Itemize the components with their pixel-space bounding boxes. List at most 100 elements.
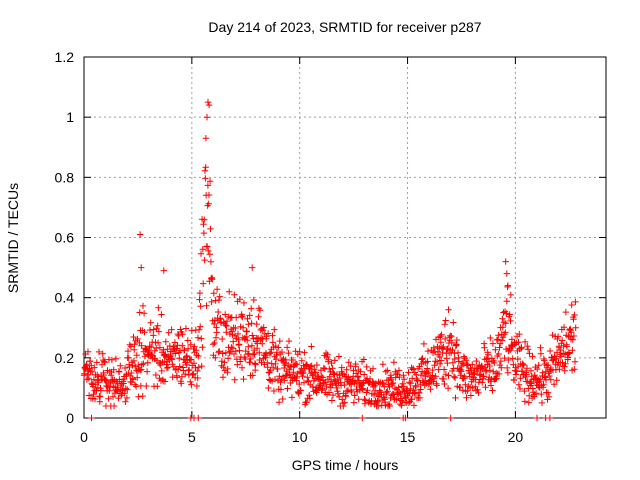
- data-point: [331, 357, 338, 364]
- data-point: [448, 339, 455, 347]
- y-tick-label: 0.8: [55, 169, 75, 185]
- data-point: [165, 329, 172, 336]
- data-point: [130, 357, 138, 365]
- data-point: [313, 361, 321, 369]
- data-point: [271, 376, 279, 383]
- data-point: [514, 355, 521, 363]
- data-point: [528, 380, 535, 387]
- data-point: [97, 387, 105, 394]
- data-point: [416, 394, 424, 402]
- data-point: [504, 282, 512, 289]
- data-point: [453, 336, 461, 344]
- data-point: [137, 382, 144, 390]
- data-point: [537, 350, 545, 357]
- data-point: [325, 389, 333, 396]
- data-point: [474, 386, 481, 393]
- data-point: [251, 360, 259, 367]
- data-point: [158, 367, 165, 375]
- data-point: [327, 368, 334, 376]
- data-point: [290, 369, 297, 376]
- data-point: [298, 357, 305, 364]
- data-point: [215, 296, 223, 304]
- data-point: [369, 378, 376, 385]
- data-point: [380, 380, 387, 387]
- data-point: [275, 344, 282, 351]
- data-point: [359, 386, 366, 393]
- data-point: [497, 357, 505, 365]
- data-point: [556, 366, 563, 373]
- data-point: [138, 264, 145, 271]
- data-point: [281, 377, 288, 384]
- data-point: [204, 98, 212, 106]
- data-point: [537, 376, 544, 383]
- y-tick-label: 1: [66, 109, 74, 125]
- data-point: [277, 386, 285, 393]
- data-point: [231, 291, 238, 298]
- data-point: [405, 369, 412, 376]
- data-point: [231, 376, 238, 383]
- data-point: [427, 386, 434, 393]
- data-point: [216, 293, 223, 300]
- data-point: [199, 246, 206, 253]
- data-point: [516, 330, 523, 338]
- data-point: [351, 392, 358, 399]
- data-point: [542, 368, 549, 375]
- data-point: [545, 361, 552, 369]
- data-point: [88, 414, 95, 422]
- data-point: [236, 347, 243, 354]
- data-point: [221, 359, 228, 366]
- data-point: [122, 398, 129, 405]
- data-point: [166, 342, 173, 350]
- data-point: [202, 175, 209, 182]
- data-point: [295, 390, 303, 397]
- data-point: [141, 329, 148, 336]
- data-point: [123, 394, 131, 402]
- data-point: [122, 385, 129, 392]
- data-point: [240, 299, 248, 307]
- data-point: [136, 367, 144, 374]
- data-point: [352, 360, 359, 368]
- data-point: [571, 358, 579, 365]
- data-point: [140, 310, 148, 317]
- data-point: [249, 351, 257, 358]
- data-point: [487, 334, 494, 342]
- data-point: [505, 356, 512, 364]
- data-point: [241, 354, 248, 361]
- data-point: [195, 326, 203, 333]
- data-point: [455, 358, 462, 365]
- data-point: [239, 313, 246, 321]
- data-point: [387, 374, 394, 382]
- data-point: [128, 369, 135, 377]
- data-point: [449, 346, 456, 354]
- data-point: [265, 384, 272, 392]
- data-point: [511, 341, 519, 348]
- data-point: [206, 251, 213, 258]
- data-point: [256, 307, 264, 314]
- data-point: [108, 356, 116, 364]
- data-point: [479, 379, 486, 386]
- data-point: [105, 395, 112, 402]
- data-point: [499, 324, 506, 331]
- data-point: [557, 346, 564, 354]
- data-point: [357, 368, 364, 375]
- data-point: [345, 359, 352, 366]
- data-point: [562, 360, 569, 367]
- data-point: [355, 396, 362, 403]
- data-point: [507, 317, 514, 325]
- data-point: [210, 290, 217, 297]
- data-point: [409, 375, 416, 382]
- data-point: [526, 350, 533, 357]
- data-point: [395, 384, 402, 391]
- data-point: [106, 387, 113, 394]
- data-point: [255, 313, 262, 320]
- data-point: [499, 315, 506, 322]
- data-point: [521, 338, 529, 346]
- data-point: [405, 399, 413, 406]
- data-point: [135, 393, 142, 400]
- data-point: [138, 361, 146, 368]
- data-point: [560, 324, 568, 331]
- data-point: [400, 383, 407, 390]
- data-point: [502, 320, 509, 327]
- data-point: [188, 381, 195, 388]
- data-point: [571, 311, 578, 319]
